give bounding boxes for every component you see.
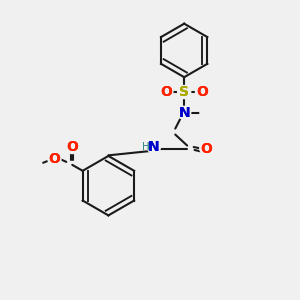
Circle shape [147,140,161,154]
Text: N: N [178,106,190,120]
Circle shape [66,140,79,154]
Text: S: S [179,85,189,99]
Text: N: N [178,106,190,120]
Circle shape [160,85,173,99]
Text: N: N [148,140,160,154]
Circle shape [200,142,213,155]
Text: O: O [200,142,212,155]
Text: H: H [142,142,150,152]
Circle shape [178,85,191,99]
Text: O: O [66,140,78,154]
Circle shape [200,106,213,119]
Text: H: H [142,142,150,152]
Text: O: O [66,140,78,154]
Text: O: O [49,152,60,166]
Text: O: O [200,142,212,155]
Circle shape [48,152,61,166]
Circle shape [196,85,208,99]
Circle shape [200,142,213,155]
Text: O: O [196,85,208,99]
Text: O: O [49,152,60,166]
Text: S: S [179,85,189,99]
Circle shape [178,106,191,119]
Text: O: O [160,85,172,99]
Text: O: O [196,85,208,99]
Text: O: O [160,85,172,99]
Text: N: N [148,140,160,154]
